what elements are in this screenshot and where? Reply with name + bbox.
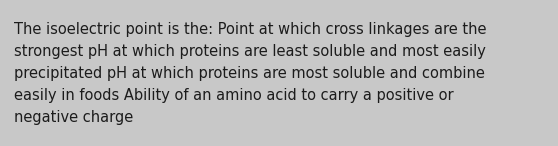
Text: strongest pH at which proteins are least soluble and most easily: strongest pH at which proteins are least… [14,44,486,59]
Text: easily in foods Ability of an amino acid to carry a positive or: easily in foods Ability of an amino acid… [14,88,454,103]
Text: negative charge: negative charge [14,110,133,125]
Text: precipitated pH at which proteins are most soluble and combine: precipitated pH at which proteins are mo… [14,66,485,81]
Text: The isoelectric point is the: Point at which cross linkages are the: The isoelectric point is the: Point at w… [14,22,487,37]
